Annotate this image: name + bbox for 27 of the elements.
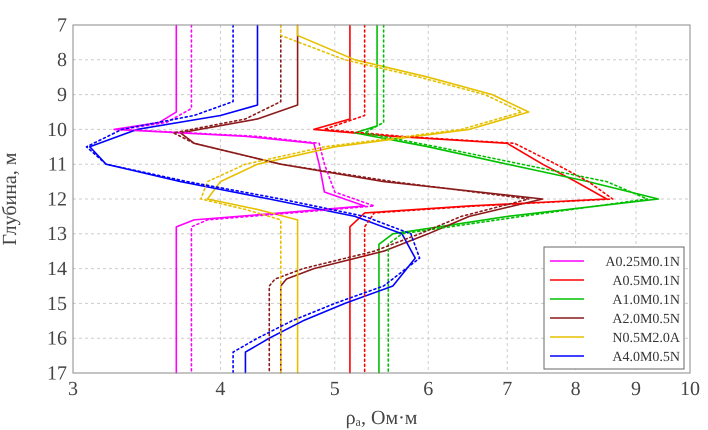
x-axis-title: ρₐ, Ом·м <box>346 407 418 429</box>
y-tick-label: 12 <box>47 188 67 210</box>
y-tick-label: 8 <box>57 49 67 72</box>
y-tick-label: 11 <box>48 154 67 176</box>
y-tick-label: 10 <box>47 118 67 141</box>
y-tick-label: 14 <box>47 258 67 280</box>
legend-label: A0.5M0.1N <box>612 274 680 289</box>
x-tick-label: 4 <box>215 378 226 400</box>
x-tick-label: 3 <box>68 378 78 400</box>
y-tick-label: 9 <box>57 84 67 106</box>
x-tick-label: 5 <box>330 378 340 400</box>
legend-label: N0.5M2.0A <box>612 331 681 346</box>
legend-label: A4.0M0.5N <box>612 350 680 365</box>
y-tick-label: 16 <box>47 328 67 350</box>
legend-label: A0.25M0.1N <box>605 255 680 270</box>
x-tick-label: 9 <box>631 378 642 400</box>
y-tick-label: 17 <box>47 362 67 384</box>
y-axis-title: Глубина, м <box>0 152 21 246</box>
y-tick-label: 13 <box>47 223 67 246</box>
y-tick-label: 15 <box>47 292 67 315</box>
legend-label: A2.0M0.5N <box>612 312 680 327</box>
x-tick-label: 10 <box>680 378 700 400</box>
x-tick-label: 8 <box>570 378 581 400</box>
y-tick-label: 7 <box>57 14 67 36</box>
legend-label: A1.0M0.1N <box>612 293 680 308</box>
x-tick-label: 6 <box>423 378 434 400</box>
x-tick-label: 7 <box>502 378 512 400</box>
